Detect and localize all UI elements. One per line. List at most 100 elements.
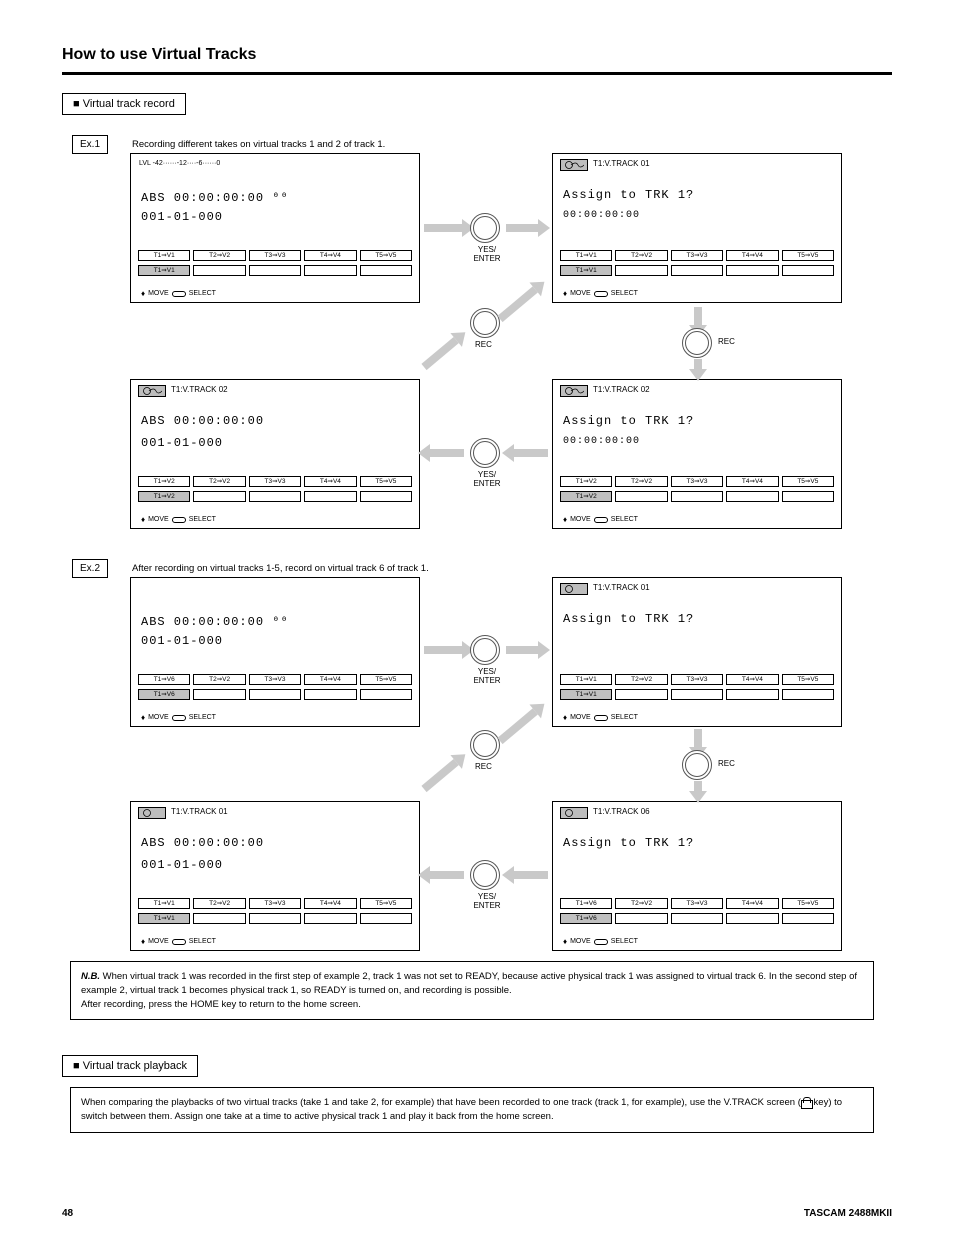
playback-note-box: When comparing the playbacks of two virt… xyxy=(70,1087,874,1133)
time-display: ABS 00:00:00:00 xyxy=(141,414,264,428)
rec-icon xyxy=(560,385,588,397)
cell: T3⇒V3 xyxy=(671,898,723,909)
cell-selected: T1⇒V1 xyxy=(560,265,612,276)
cell: T3⇒V3 xyxy=(671,476,723,487)
cell xyxy=(304,689,356,700)
sub-time: 00:00:00:00 xyxy=(563,436,640,447)
cell: T4⇒V4 xyxy=(304,476,356,487)
rec-button[interactable] xyxy=(470,730,500,760)
rec-button[interactable] xyxy=(470,308,500,338)
assign-row1: T1⇒V1 T2⇒V2 T3⇒V3 T4⇒V4 T5⇒V5 xyxy=(560,250,834,261)
cell: T2⇒V2 xyxy=(193,898,245,909)
nb-line2: After recording, press the HOME key to r… xyxy=(81,999,361,1010)
cell: T2⇒V2 xyxy=(615,476,667,487)
ring-label: REC xyxy=(475,762,492,771)
section-playback-label: ■ Virtual track playback xyxy=(62,1055,198,1077)
sub-time: 00:00:00:00 xyxy=(563,210,640,221)
cell: T2⇒V2 xyxy=(615,250,667,261)
cell xyxy=(615,265,667,276)
ring-label: YES/ ENTER xyxy=(467,892,507,910)
assign-row2: T1⇒V2 xyxy=(138,491,412,502)
cell: T4⇒V4 xyxy=(726,674,778,685)
cell-selected: T1⇒V2 xyxy=(560,491,612,502)
cell: T4⇒V4 xyxy=(304,250,356,261)
cell: T3⇒V3 xyxy=(671,674,723,685)
cell: T1⇒V1 xyxy=(560,674,612,685)
rec-label: T1:V.TRACK 06 xyxy=(593,807,650,816)
arrow xyxy=(694,781,702,791)
cell: T5⇒V5 xyxy=(782,476,834,487)
cell xyxy=(782,491,834,502)
cell: T1⇒V2 xyxy=(138,476,190,487)
ex1-screen2: T1:V.TRACK 01 Assign to TRK 1? 00:00:00:… xyxy=(552,153,842,303)
content-canvas: ■ Virtual track record Ex.1 Recording di… xyxy=(62,93,882,1073)
cell: T2⇒V2 xyxy=(615,674,667,685)
nb-label: N.B. xyxy=(81,971,100,982)
cell xyxy=(360,689,412,700)
cell: T1⇒V1 xyxy=(138,898,190,909)
arrow xyxy=(424,646,462,654)
lock-icon xyxy=(801,1097,811,1107)
cell xyxy=(249,265,301,276)
ex1-label: Ex.1 xyxy=(72,135,108,154)
cell xyxy=(671,689,723,700)
arrow xyxy=(694,359,702,369)
ex2-screen2: T1:V.TRACK 01 Assign to TRK 1? T1⇒V1 T2⇒… xyxy=(552,577,842,727)
arrow xyxy=(424,224,462,232)
cell xyxy=(304,913,356,924)
cell xyxy=(304,491,356,502)
cell xyxy=(726,265,778,276)
ex2-desc: After recording on virtual tracks 1-5, r… xyxy=(132,563,429,574)
cell: T5⇒V5 xyxy=(360,898,412,909)
cell: T2⇒V2 xyxy=(193,674,245,685)
assign-row1: T1⇒V6 T2⇒V2 T3⇒V3 T4⇒V4 T5⇒V5 xyxy=(560,898,834,909)
ring-label: REC xyxy=(718,337,735,346)
rec-label: T1:V.TRACK 02 xyxy=(593,385,650,394)
cell xyxy=(193,265,245,276)
cell xyxy=(360,265,412,276)
cell xyxy=(360,913,412,924)
cell: T2⇒V2 xyxy=(615,898,667,909)
cell: T5⇒V5 xyxy=(360,476,412,487)
ring-label: YES/ ENTER xyxy=(467,667,507,685)
assign-row1: T1⇒V1 T2⇒V2 T3⇒V3 T4⇒V4 T5⇒V5 xyxy=(560,674,834,685)
ring-label: REC xyxy=(718,759,735,768)
bar-beat: 001-01-000 xyxy=(141,634,223,648)
cell-selected: T1⇒V2 xyxy=(138,491,190,502)
rec-label: T1:V.TRACK 01 xyxy=(593,583,650,592)
rec-icon xyxy=(560,583,588,595)
horizontal-rule xyxy=(62,72,892,75)
time-display: ABS 00:00:00:00 ⁰⁰ xyxy=(141,614,289,629)
bar-beat: 001-01-000 xyxy=(141,858,223,872)
assign-row1: T1⇒V6 T2⇒V2 T3⇒V3 T4⇒V4 T5⇒V5 xyxy=(138,674,412,685)
cell xyxy=(249,689,301,700)
cell xyxy=(726,689,778,700)
footer-hints: ♦MOVESELECT xyxy=(141,515,216,524)
cell-selected: T1⇒V1 xyxy=(138,265,190,276)
cell xyxy=(193,491,245,502)
assign-row1: T1⇒V2 T2⇒V2 T3⇒V3 T4⇒V4 T5⇒V5 xyxy=(560,476,834,487)
arrow xyxy=(430,871,464,879)
rec-button[interactable] xyxy=(682,750,712,780)
yes-enter-button[interactable] xyxy=(470,635,500,665)
rec-icon xyxy=(138,385,166,397)
yes-enter-button[interactable] xyxy=(470,438,500,468)
arrow xyxy=(514,449,548,457)
ex1-screen4: T1:V.TRACK 02 ABS 00:00:00:00 001-01-000… xyxy=(130,379,420,529)
rec-button[interactable] xyxy=(682,328,712,358)
yes-enter-button[interactable] xyxy=(470,213,500,243)
yes-enter-button[interactable] xyxy=(470,860,500,890)
cell: T5⇒V5 xyxy=(360,250,412,261)
cell xyxy=(193,689,245,700)
cell xyxy=(726,913,778,924)
ex2-screen4: T1:V.TRACK 01 ABS 00:00:00:00 001-01-000… xyxy=(130,801,420,951)
dialog-text: Assign to TRK 1? xyxy=(563,188,694,202)
bar-beat: 001-01-000 xyxy=(141,210,223,224)
ex2-screen3: T1:V.TRACK 06 Assign to TRK 1? T1⇒V6 T2⇒… xyxy=(552,801,842,951)
footer-hints: ♦MOVESELECT xyxy=(141,937,216,946)
cell: T4⇒V4 xyxy=(304,674,356,685)
footer-hints: ♦MOVESELECT xyxy=(141,713,216,722)
ex1-desc: Recording different takes on virtual tra… xyxy=(132,139,385,150)
cell xyxy=(249,913,301,924)
cell xyxy=(671,491,723,502)
